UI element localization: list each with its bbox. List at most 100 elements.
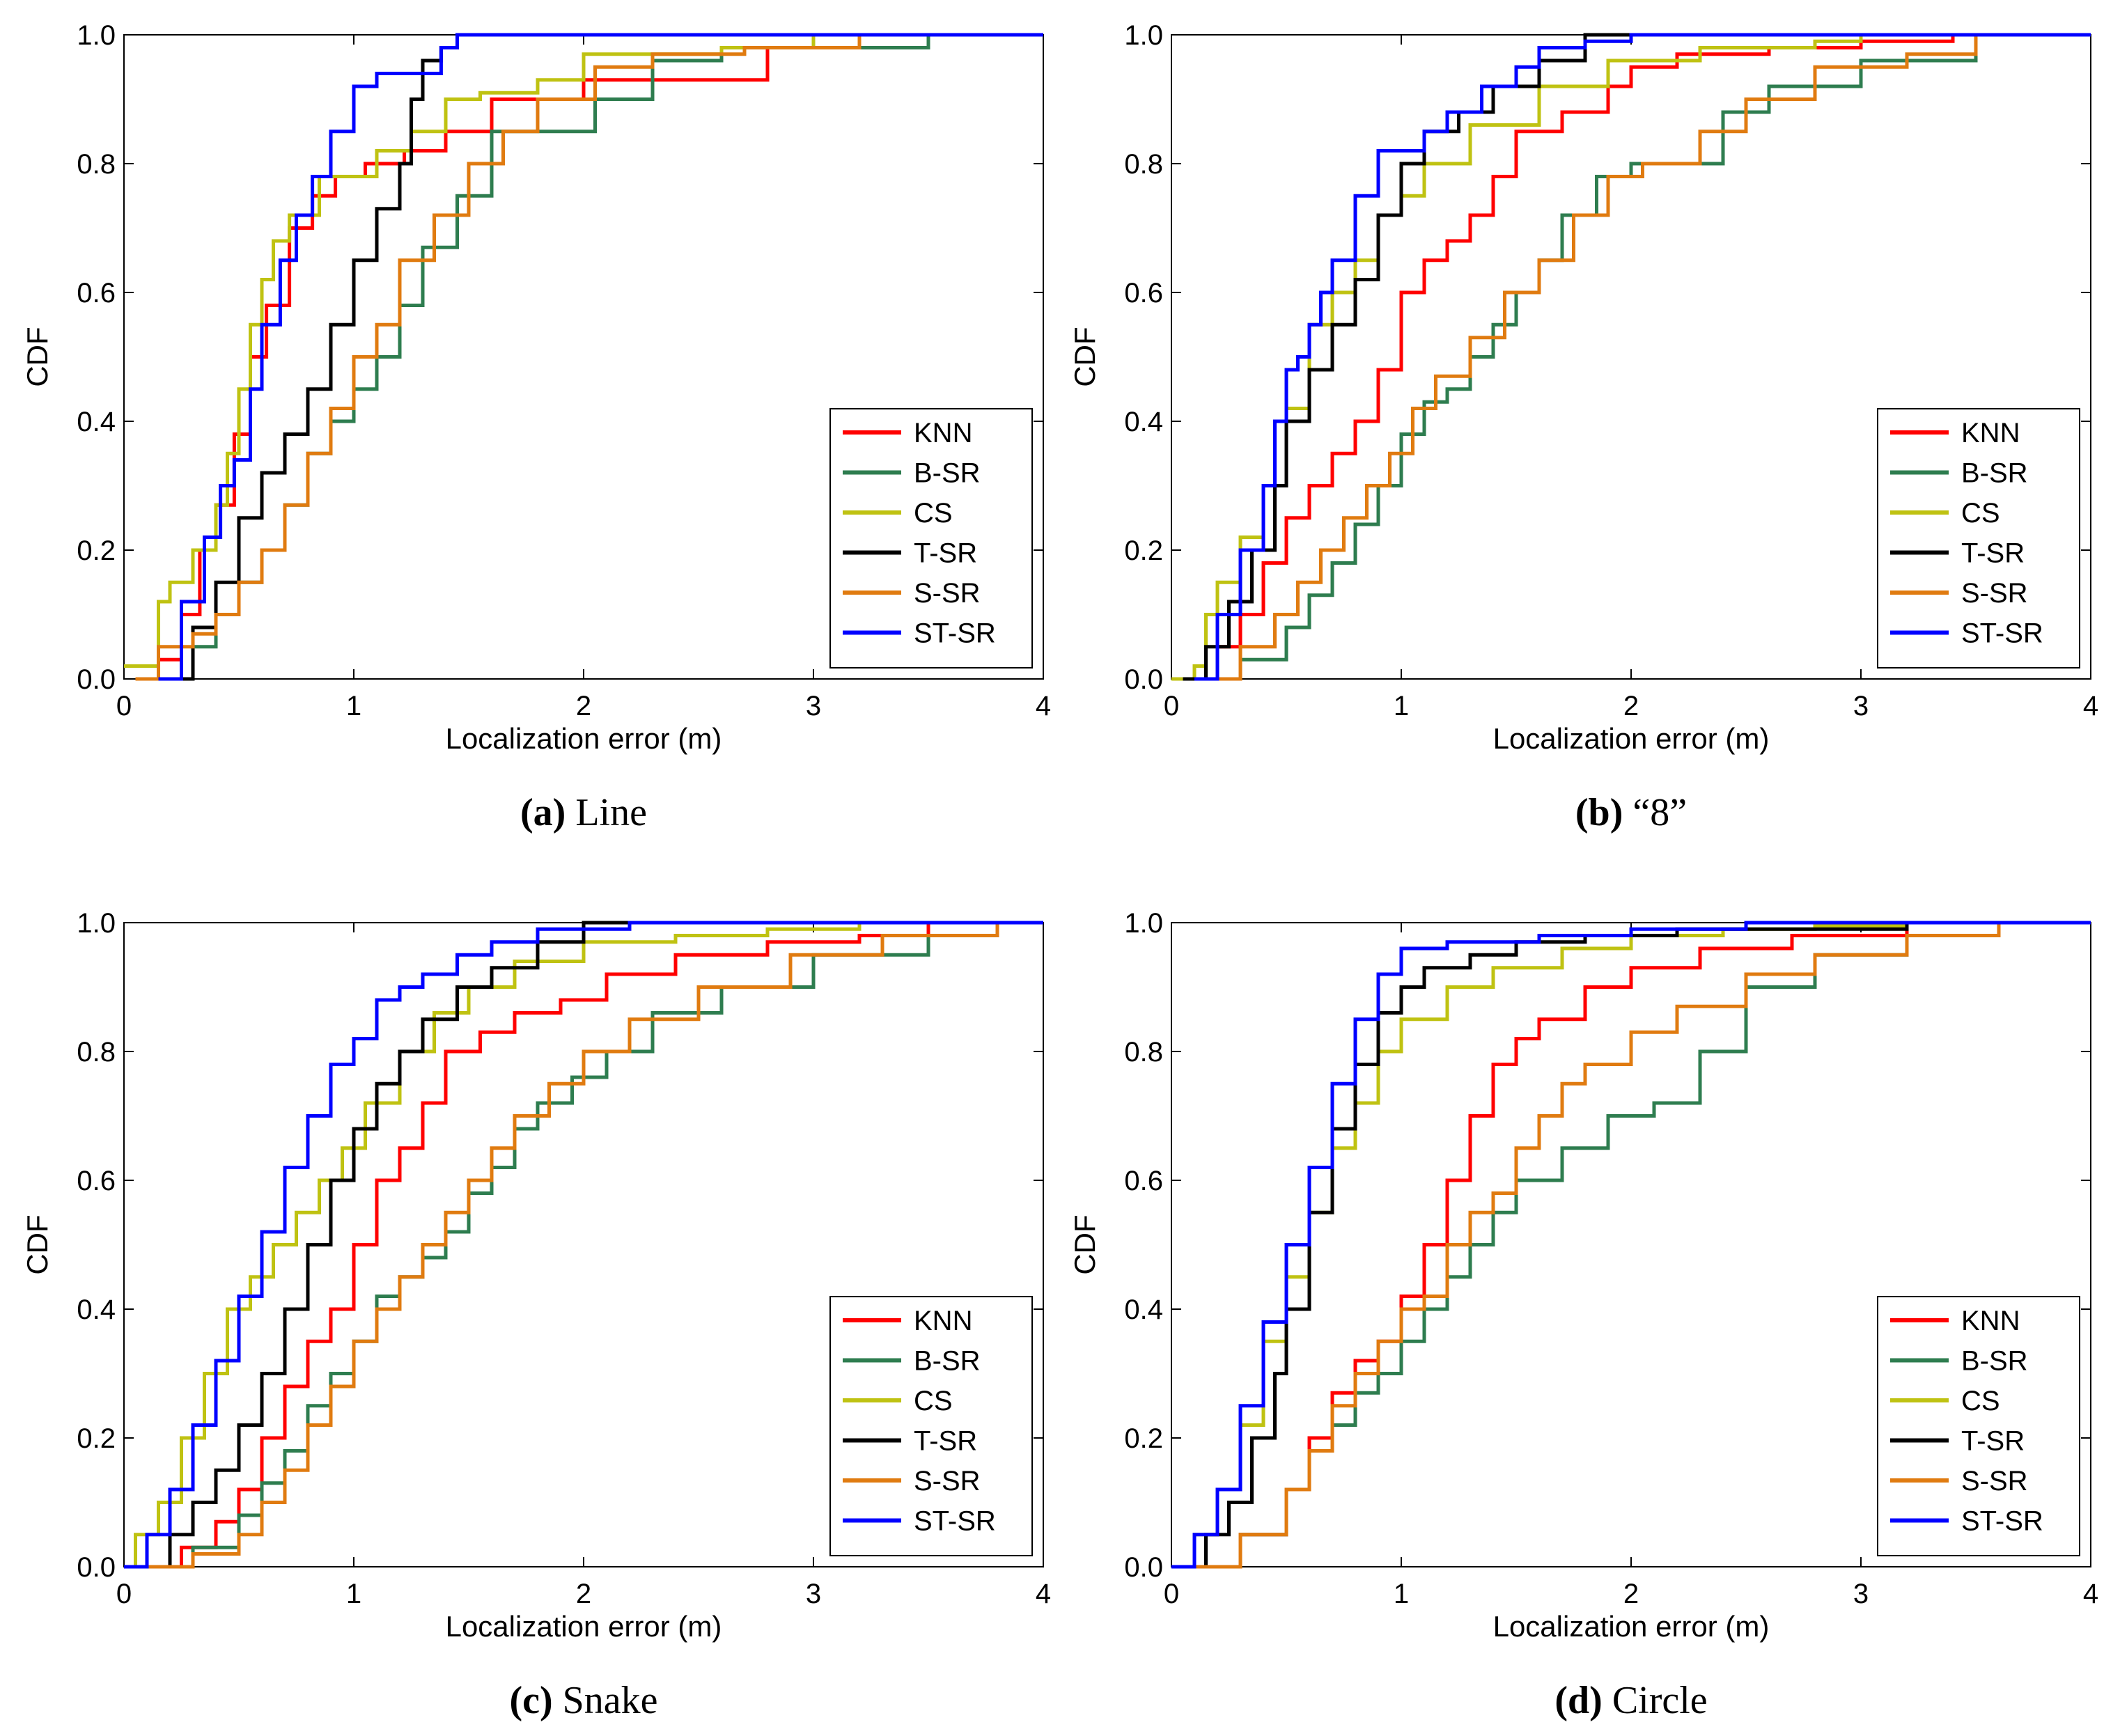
y-tick-label: 1.0 xyxy=(77,908,116,939)
legend-entry: ST-SR xyxy=(1961,1506,2043,1537)
series-line-b-sr xyxy=(1194,33,2091,681)
legend-entry: T-SR xyxy=(914,1426,977,1457)
series-group xyxy=(124,33,1043,681)
caption-label: (a) xyxy=(520,791,566,834)
legend-entry: CS xyxy=(914,1386,953,1416)
series-line-s-sr xyxy=(147,921,1043,1569)
x-tick-label: 1 xyxy=(346,1579,361,1609)
y-tick-label: 0.2 xyxy=(1124,1423,1163,1454)
y-tick-label: 0.4 xyxy=(77,1295,116,1325)
legend-box xyxy=(1877,408,2080,668)
caption-text: Line xyxy=(575,791,647,834)
series-line-st-sr xyxy=(1171,921,2091,1569)
x-tick-label: 3 xyxy=(1853,1579,1869,1609)
y-tick-label: 0.8 xyxy=(77,149,116,180)
y-tick-label: 1.0 xyxy=(1124,908,1163,939)
legend-box xyxy=(829,1296,1033,1556)
y-tick-label: 0.6 xyxy=(1124,278,1163,308)
caption-text: “8” xyxy=(1632,791,1687,834)
series-line-cs xyxy=(1171,33,2091,681)
legend-entry: KNN xyxy=(914,418,972,448)
caption-text: Circle xyxy=(1612,1679,1708,1722)
series-line-t-sr xyxy=(1183,33,2091,681)
series-line-s-sr xyxy=(1194,33,2091,681)
x-tick-label: 2 xyxy=(1623,1579,1639,1609)
x-tick-label: 1 xyxy=(346,691,361,721)
legend-entry: B-SR xyxy=(1961,458,2028,489)
caption-space xyxy=(553,1679,563,1722)
x-tick-label: 2 xyxy=(576,691,591,721)
panel-caption: (a) Line xyxy=(520,791,647,834)
y-axis-label: CDF xyxy=(21,327,54,386)
y-tick-label: 0.8 xyxy=(1124,149,1163,180)
x-tick-label: 4 xyxy=(1036,1579,1051,1609)
series-line-knn xyxy=(1194,921,2091,1569)
y-axis-label: CDF xyxy=(21,1214,54,1274)
y-tick-label: 0.4 xyxy=(1124,1295,1163,1325)
legend-box xyxy=(1877,1296,2080,1556)
legend-entry: B-SR xyxy=(914,458,981,489)
legend-entry: T-SR xyxy=(1961,538,2025,569)
x-tick-label: 0 xyxy=(116,691,132,721)
series-group xyxy=(124,921,1043,1569)
legend: KNN B-SR CS T-SR S-SR ST-SR xyxy=(829,1296,1033,1556)
caption-space xyxy=(1623,791,1632,834)
x-tick-label: 4 xyxy=(1036,691,1051,721)
series-line-st-sr xyxy=(158,33,1043,681)
series-line-cs xyxy=(124,33,1043,668)
y-tick-label: 0.2 xyxy=(77,535,116,566)
legend-entry: KNN xyxy=(1961,418,2020,448)
caption-text: Snake xyxy=(563,1679,658,1722)
caption-space xyxy=(566,791,575,834)
y-tick-label: 0.0 xyxy=(1124,1552,1163,1583)
y-tick-label: 0.8 xyxy=(77,1037,116,1068)
y-tick-label: 0.0 xyxy=(77,664,116,695)
panel-caption: (d) Circle xyxy=(1554,1679,1707,1722)
y-tick-label: 0.0 xyxy=(77,1552,116,1583)
legend-entry: CS xyxy=(1961,1386,2000,1416)
y-tick-label: 0.8 xyxy=(1124,1037,1163,1068)
chart-panel-a: 0 1 2 3 4 0.0 0.2 0.4 0.6 0.8 1.0 Localization erro… xyxy=(21,20,1051,834)
caption-space xyxy=(1603,1679,1612,1722)
caption-label: (b) xyxy=(1575,791,1623,834)
y-tick-label: 0.6 xyxy=(1124,1166,1163,1196)
y-tick-label: 0.2 xyxy=(1124,535,1163,566)
y-axis-label: CDF xyxy=(1068,327,1101,386)
x-axis-label: Localization error (m) xyxy=(1493,1610,1770,1643)
caption-label: (d) xyxy=(1554,1679,1602,1722)
y-tick-label: 0.4 xyxy=(77,407,116,437)
legend-entry: ST-SR xyxy=(914,1506,996,1537)
legend-entry: B-SR xyxy=(1961,1346,2028,1377)
series-group xyxy=(1171,921,2091,1569)
panel-caption: (c) Snake xyxy=(509,1679,657,1722)
chart-panel-b: 0 1 2 3 4 0.0 0.2 0.4 0.6 0.8 1.0 Localization erro… xyxy=(1068,20,2098,834)
legend-box xyxy=(829,408,1033,668)
y-tick-label: 0.2 xyxy=(77,1423,116,1454)
y-tick-label: 0.0 xyxy=(1124,664,1163,695)
series-line-s-sr xyxy=(135,33,1043,681)
x-tick-label: 1 xyxy=(1394,1579,1409,1609)
legend: KNN B-SR CS T-SR S-SR ST-SR xyxy=(1877,1296,2080,1556)
x-axis-label: Localization error (m) xyxy=(446,1610,722,1643)
x-axis-label: Localization error (m) xyxy=(1493,722,1770,755)
series-line-s-sr xyxy=(1194,921,2091,1569)
caption-label: (c) xyxy=(509,1679,552,1722)
series-line-knn xyxy=(147,921,1043,1569)
x-tick-label: 3 xyxy=(806,691,821,721)
legend-entry: ST-SR xyxy=(914,618,996,649)
series-line-st-sr xyxy=(124,921,1043,1569)
y-axis-label: CDF xyxy=(1068,1214,1101,1274)
legend-entry: S-SR xyxy=(1961,578,2028,609)
y-tick-label: 0.6 xyxy=(77,1166,116,1196)
x-tick-label: 3 xyxy=(806,1579,821,1609)
legend-entry: S-SR xyxy=(914,1466,981,1496)
y-tick-label: 1.0 xyxy=(77,20,116,51)
x-tick-label: 4 xyxy=(2083,1579,2098,1609)
x-tick-label: 0 xyxy=(1164,1579,1179,1609)
legend-entry: B-SR xyxy=(914,1346,981,1377)
legend: KNN B-SR CS T-SR S-SR ST-SR xyxy=(1877,408,2080,668)
legend-entry: CS xyxy=(1961,498,2000,529)
x-tick-label: 1 xyxy=(1394,691,1409,721)
y-tick-label: 1.0 xyxy=(1124,20,1163,51)
x-tick-label: 0 xyxy=(116,1579,132,1609)
